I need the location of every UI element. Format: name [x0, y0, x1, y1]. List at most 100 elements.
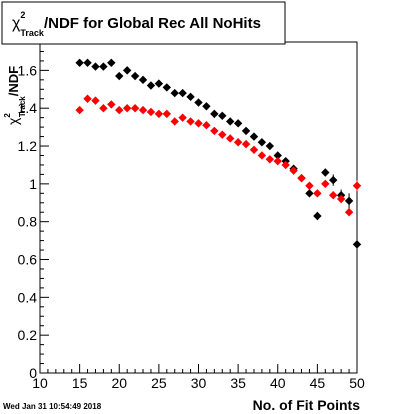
chart-title: χ2 Track/NDF for Global Rec All NoHits [12, 10, 261, 38]
data-point [265, 141, 275, 151]
data-marks [75, 58, 362, 258]
data-point [186, 117, 195, 126]
data-point [178, 88, 187, 98]
title-sup: 2 [20, 10, 25, 20]
series-black [75, 58, 362, 258]
data-point [336, 194, 346, 204]
data-point [344, 208, 354, 217]
data-point [162, 83, 171, 92]
data-point [226, 134, 235, 143]
data-point [154, 79, 164, 88]
plot-frame [39, 41, 358, 374]
title-chi: χ [12, 15, 21, 32]
x-tick-label: 15 [72, 375, 88, 391]
ylabel-sub: Track [18, 96, 27, 117]
data-point [178, 113, 187, 122]
y-axis-label: χ2 Track/NDF [3, 66, 27, 125]
ylabel-chi: χ [5, 117, 21, 125]
data-point [210, 126, 219, 136]
x-tick-label: 25 [151, 375, 167, 391]
data-point [75, 58, 84, 68]
data-point [249, 132, 259, 141]
data-point [329, 191, 338, 200]
data-point [91, 62, 100, 71]
data-point [329, 175, 338, 185]
data-point [107, 100, 116, 109]
title-sub: Track [20, 28, 45, 38]
data-point [321, 179, 330, 189]
data-point [170, 88, 179, 98]
ylabel-sup: 2 [3, 113, 12, 118]
data-point [83, 94, 92, 103]
data-point [122, 66, 132, 75]
data-point [297, 173, 306, 183]
ylabel-rest: /NDF [6, 66, 21, 96]
x-tick-label: 10 [32, 375, 48, 391]
data-point [138, 75, 148, 85]
y-tick-label: 1 [29, 176, 37, 192]
data-point [218, 111, 227, 120]
x-tick-label: 45 [310, 375, 326, 391]
data-point [115, 105, 124, 115]
y-tick-label: 0.8 [18, 214, 38, 230]
data-point [146, 81, 156, 90]
data-point [226, 117, 235, 126]
title-box [1, 1, 286, 45]
data-point [115, 71, 124, 81]
data-point [289, 166, 298, 175]
data-point [218, 130, 227, 139]
y-tick-labels: 0 0.2 0.4 0.6 0.8 1 1.2 1.4 1.6 [18, 62, 38, 381]
x-axis-label: No. of Fit Points [253, 397, 361, 413]
data-point [130, 71, 140, 81]
data-point [210, 109, 219, 119]
y-tick-label: 1.2 [18, 138, 38, 154]
y-tick-label: 1.6 [18, 62, 38, 78]
data-point [265, 155, 275, 164]
x-tick-labels: 10 15 20 25 30 35 40 45 50 [32, 375, 365, 391]
data-point [138, 105, 148, 115]
data-point [194, 98, 203, 107]
x-tick-label: 40 [270, 375, 286, 391]
data-point [162, 109, 171, 119]
data-point [281, 160, 290, 170]
y-tick-label: 0.4 [18, 289, 38, 305]
data-point [130, 104, 140, 113]
series-red [75, 94, 362, 217]
data-point [321, 168, 330, 177]
data-point [99, 104, 108, 113]
data-point [352, 240, 362, 249]
data-point [107, 58, 116, 68]
data-point [154, 109, 164, 119]
data-point [241, 139, 251, 149]
data-point [83, 58, 92, 68]
data-point [170, 117, 179, 126]
timestamp: Wed Jan 31 10:54:49 2018 [3, 402, 102, 411]
data-point [273, 151, 282, 160]
x-tick-label: 50 [349, 375, 365, 391]
y-tick-label: 1.4 [18, 100, 38, 116]
data-point [313, 189, 322, 198]
title-rest: /NDF for Global Rec All NoHits [44, 15, 261, 32]
x-tick-label: 30 [191, 375, 207, 391]
data-point [233, 119, 243, 128]
data-point [313, 211, 322, 221]
x-tick-label: 20 [111, 375, 127, 391]
data-point [273, 156, 282, 166]
data-point [257, 151, 267, 160]
axis-ticks [39, 41, 358, 374]
data-point [194, 119, 203, 128]
y-tick-label: 0.6 [18, 252, 38, 268]
data-point [146, 107, 156, 117]
data-point [233, 138, 243, 147]
data-point [352, 181, 362, 190]
data-point [202, 102, 211, 111]
data-point [257, 138, 267, 147]
data-point [241, 126, 251, 136]
y-tick-label: 0 [29, 365, 37, 381]
data-point [249, 145, 259, 155]
data-point [75, 105, 84, 115]
data-point [305, 181, 314, 190]
data-point [186, 92, 195, 102]
data-point [202, 121, 211, 130]
